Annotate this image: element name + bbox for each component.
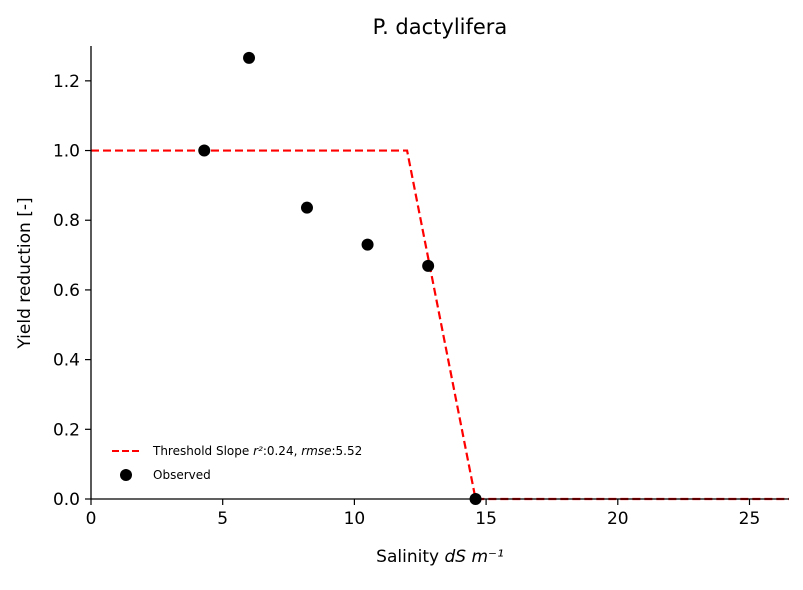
legend-label-observed: Observed	[153, 468, 211, 482]
x-tick-label: 25	[739, 509, 761, 529]
y-tick-label: 1.0	[53, 142, 80, 162]
observed-point	[300, 201, 313, 214]
observed-point	[243, 51, 256, 64]
y-tick-label: 1.2	[53, 72, 80, 92]
observed-point	[198, 144, 211, 157]
plot-area	[91, 51, 789, 505]
x-tick-label: 10	[344, 509, 366, 529]
legend-marker-observed	[120, 469, 132, 481]
chart-title: P. dactylifera	[373, 15, 508, 39]
axes: 0 5 10 15 20 25 0.0 0.2 0.4 0.6 0.8 1.0 1.2	[53, 46, 789, 529]
threshold-slope-line	[91, 149, 789, 501]
y-axis-label: Yield reduction [-]	[15, 197, 35, 349]
y-tick-label: 0.2	[53, 420, 80, 440]
y-tick-label: 0.4	[53, 351, 80, 371]
observed-point	[422, 259, 435, 272]
x-tick-label: 5	[217, 509, 228, 529]
y-tick-label: 0.0	[53, 490, 80, 510]
x-axis-label: Salinity dS m⁻¹	[376, 547, 504, 567]
legend: Threshold Slope r²:0.24, rmse:5.52 Observ…	[112, 444, 362, 482]
x-tick-label: 15	[475, 509, 497, 529]
x-tick-label: 0	[86, 509, 97, 529]
legend-label-threshold-slope: Threshold Slope r²:0.24, rmse:5.52	[152, 444, 362, 458]
x-tick-label: 20	[607, 509, 629, 529]
observed-point	[361, 238, 374, 251]
y-tick-label: 0.8	[53, 211, 80, 231]
y-tick-label: 0.6	[53, 281, 80, 301]
